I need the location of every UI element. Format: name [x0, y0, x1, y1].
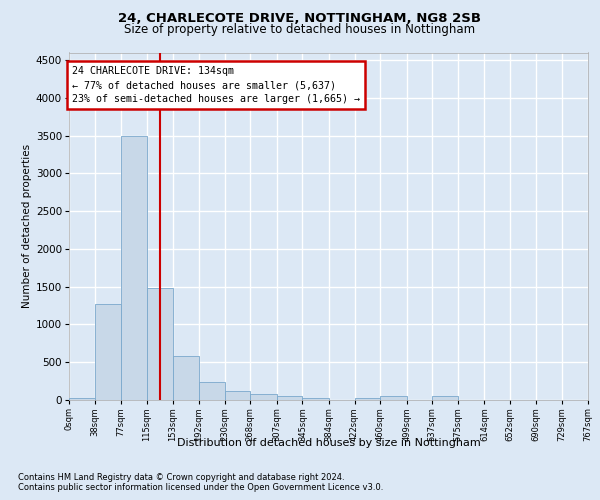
Bar — [302, 398, 329, 400]
Text: 24 CHARLECOTE DRIVE: 134sqm
← 77% of detached houses are smaller (5,637)
23% of : 24 CHARLECOTE DRIVE: 134sqm ← 77% of det… — [73, 66, 361, 104]
Text: Contains public sector information licensed under the Open Government Licence v3: Contains public sector information licen… — [18, 484, 383, 492]
Text: 24, CHARLECOTE DRIVE, NOTTINGHAM, NG8 2SB: 24, CHARLECOTE DRIVE, NOTTINGHAM, NG8 2S… — [119, 12, 482, 26]
Bar — [224, 392, 250, 400]
Bar — [95, 304, 121, 400]
Y-axis label: Number of detached properties: Number of detached properties — [22, 144, 32, 308]
Bar — [277, 396, 302, 400]
Bar — [173, 356, 199, 400]
Text: Size of property relative to detached houses in Nottingham: Size of property relative to detached ho… — [124, 22, 476, 36]
Bar — [433, 396, 458, 400]
Bar — [121, 136, 147, 400]
Bar — [69, 398, 95, 400]
Text: Distribution of detached houses by size in Nottingham: Distribution of detached houses by size … — [177, 438, 481, 448]
Bar — [199, 382, 224, 400]
Bar — [250, 394, 277, 400]
Text: Contains HM Land Registry data © Crown copyright and database right 2024.: Contains HM Land Registry data © Crown c… — [18, 472, 344, 482]
Bar — [355, 398, 380, 400]
Bar — [380, 396, 407, 400]
Bar — [147, 288, 173, 400]
